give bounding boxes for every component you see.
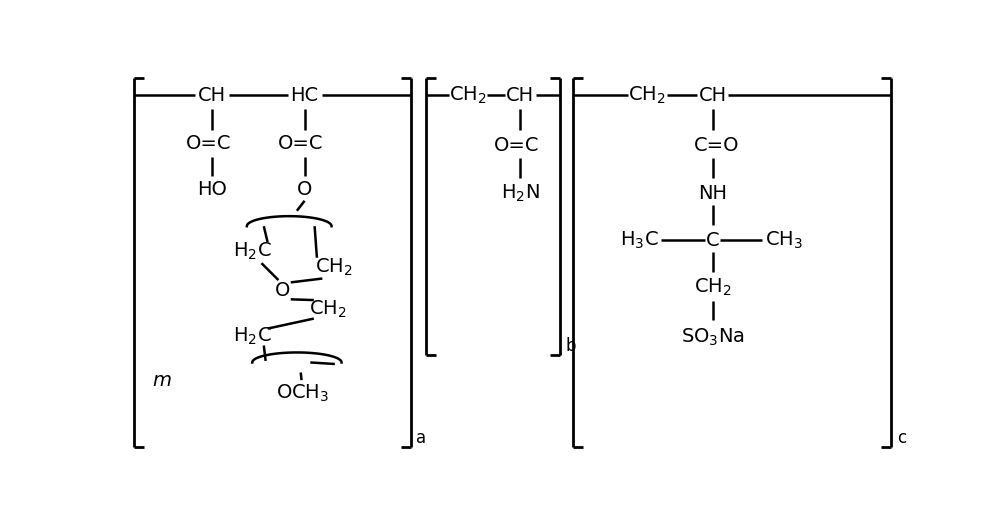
Text: CH$_2$: CH$_2$: [449, 84, 487, 106]
Text: m: m: [153, 371, 172, 390]
Text: CH: CH: [699, 86, 727, 105]
Text: a: a: [416, 429, 426, 447]
Text: CH$_3$: CH$_3$: [765, 229, 803, 251]
Text: O: O: [297, 180, 312, 199]
Text: SO$_3$Na: SO$_3$Na: [681, 327, 745, 349]
Text: H$_3$C: H$_3$C: [620, 229, 659, 251]
Text: CH$_2$: CH$_2$: [309, 299, 347, 320]
Text: CH: CH: [198, 86, 226, 105]
Text: O=C: O=C: [494, 136, 539, 155]
Text: H$_2$C: H$_2$C: [233, 241, 272, 262]
Text: C=O: C=O: [694, 136, 739, 155]
Text: O: O: [275, 281, 291, 299]
Text: H$_2$C: H$_2$C: [233, 326, 272, 347]
Text: CH$_2$: CH$_2$: [315, 256, 353, 278]
Text: HO: HO: [197, 180, 227, 199]
Text: c: c: [897, 429, 906, 447]
Text: NH: NH: [698, 183, 727, 203]
Text: b: b: [566, 337, 576, 355]
Text: HC: HC: [291, 86, 319, 105]
Text: CH: CH: [506, 86, 534, 105]
Text: CH$_2$: CH$_2$: [694, 277, 732, 298]
Text: O=C: O=C: [186, 134, 231, 153]
Text: O=C: O=C: [278, 134, 324, 153]
Text: OCH$_3$: OCH$_3$: [276, 383, 330, 404]
Text: C: C: [706, 231, 720, 250]
Text: CH$_2$: CH$_2$: [628, 84, 666, 106]
Text: H$_2$N: H$_2$N: [501, 182, 540, 204]
